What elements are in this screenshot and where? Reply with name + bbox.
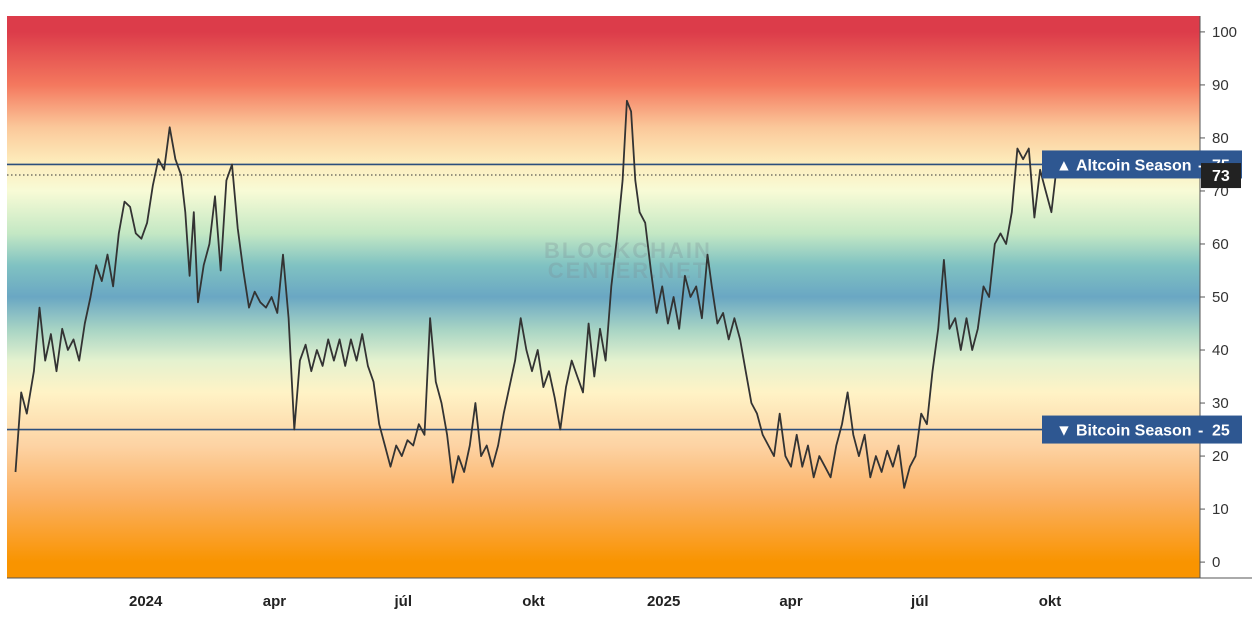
y-tick-label: 30 xyxy=(1212,395,1229,412)
threshold-badge-value: 25 xyxy=(1212,423,1230,440)
y-tick-label: 60 xyxy=(1212,236,1229,253)
threshold-badge-bg xyxy=(1042,415,1242,444)
watermark: BLOCKCHAIN CENTER.NET xyxy=(544,238,712,283)
threshold-badge-1: ▼ Bitcoin Season -25 xyxy=(1042,415,1242,444)
y-tick-label: 50 xyxy=(1212,289,1229,306)
y-tick-label: 0 xyxy=(1212,554,1220,571)
watermark-line-1: BLOCKCHAIN xyxy=(544,238,712,263)
y-tick-label: 90 xyxy=(1212,77,1229,94)
x-tick-label: júl xyxy=(910,593,929,610)
threshold-badge-separator: - xyxy=(1198,423,1203,440)
x-tick-label: okt xyxy=(522,593,545,610)
x-tick-label: júl xyxy=(394,593,413,610)
threshold-badge-marker: ▼ xyxy=(1056,423,1072,440)
x-axis: 2024 apr júl okt 2025 apr júl okt xyxy=(7,577,1252,610)
watermark-line-2: CENTER.NET xyxy=(548,258,709,283)
current-value-badge: 73 xyxy=(1201,163,1241,189)
x-tick-label: 2025 xyxy=(647,593,680,610)
y-tick-label: 40 xyxy=(1212,342,1229,359)
y-tick-label: 80 xyxy=(1212,130,1229,147)
threshold-badge-label: Altcoin Season xyxy=(1076,157,1192,174)
threshold-lines xyxy=(7,163,1200,431)
y-tick-label: 20 xyxy=(1212,448,1229,465)
x-tick-label: okt xyxy=(1039,593,1062,610)
y-tick-label: 10 xyxy=(1212,501,1229,518)
threshold-badge-separator: - xyxy=(1198,157,1203,174)
x-tick-label: apr xyxy=(779,593,803,610)
plot-background xyxy=(7,16,1200,578)
current-badge-bg xyxy=(1201,163,1241,189)
y-tick-label: 100 xyxy=(1212,24,1237,41)
threshold-badge-label: Bitcoin Season xyxy=(1076,423,1192,440)
current-badge-value: 73 xyxy=(1212,168,1230,185)
series-line xyxy=(14,99,1057,489)
x-tick-label: apr xyxy=(263,593,287,610)
x-tick-label: 2024 xyxy=(129,593,163,610)
threshold-badge-marker: ▲ xyxy=(1056,157,1072,174)
